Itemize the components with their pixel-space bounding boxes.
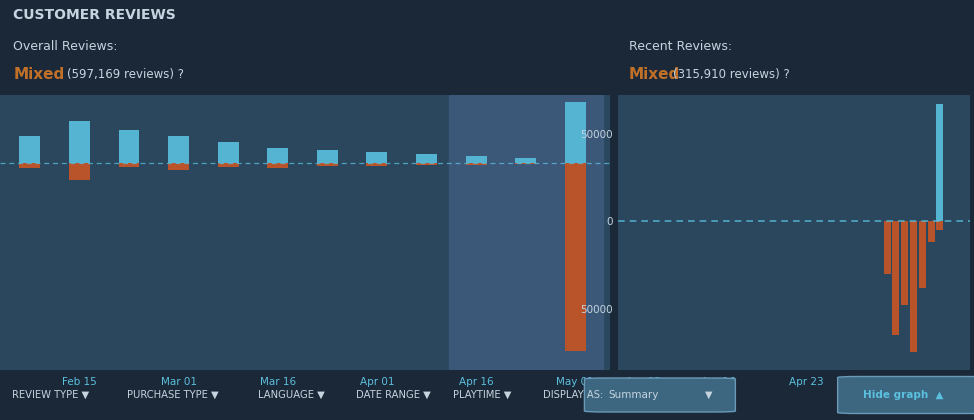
Text: PLAYTIME ▼: PLAYTIME ▼	[453, 390, 511, 400]
Bar	[910, 221, 917, 352]
Text: Hide graph  ▲: Hide graph ▲	[863, 390, 944, 400]
Bar	[901, 221, 908, 305]
Bar	[218, 142, 239, 163]
Bar	[19, 163, 40, 168]
Text: Recent Reviews:: Recent Reviews:	[628, 39, 731, 52]
Text: (597,169 reviews) ?: (597,169 reviews) ?	[67, 68, 184, 81]
Bar	[416, 163, 437, 165]
Bar	[119, 130, 139, 163]
Text: DATE RANGE ▼: DATE RANGE ▼	[356, 390, 431, 400]
Bar	[366, 152, 388, 163]
Bar	[466, 163, 486, 165]
Text: DISPLAY AS:: DISPLAY AS:	[543, 390, 604, 400]
Bar	[267, 163, 288, 168]
Bar	[169, 136, 189, 163]
Bar	[565, 163, 585, 351]
Bar	[416, 154, 437, 163]
Text: CUSTOMER REVIEWS: CUSTOMER REVIEWS	[13, 8, 175, 22]
Text: REVIEW TYPE ▼: REVIEW TYPE ▼	[12, 390, 89, 400]
Text: ▼: ▼	[705, 390, 713, 400]
Bar	[19, 136, 40, 163]
Bar	[894, 221, 898, 230]
Bar	[885, 221, 889, 226]
Bar	[449, 95, 603, 370]
Bar	[119, 163, 139, 167]
Bar	[69, 121, 90, 163]
Bar	[466, 156, 486, 163]
Bar	[69, 163, 90, 180]
Bar	[218, 163, 239, 167]
Bar	[892, 221, 899, 335]
Bar	[515, 163, 536, 164]
Bar	[267, 148, 288, 163]
Text: PURCHASE TYPE ▼: PURCHASE TYPE ▼	[127, 390, 218, 400]
Text: LANGUAGE ▼: LANGUAGE ▼	[258, 390, 325, 400]
Text: (315,910 reviews) ?: (315,910 reviews) ?	[673, 68, 789, 81]
Bar	[317, 150, 338, 163]
Text: Overall Reviews:: Overall Reviews:	[14, 39, 118, 52]
Bar	[366, 163, 388, 165]
FancyBboxPatch shape	[838, 376, 974, 414]
Text: Summary: Summary	[609, 390, 659, 400]
Text: Mixed: Mixed	[14, 67, 64, 82]
Bar	[927, 221, 934, 242]
FancyBboxPatch shape	[584, 378, 735, 412]
Bar	[565, 102, 585, 163]
Bar	[515, 158, 536, 163]
Bar	[918, 221, 925, 288]
Bar	[936, 104, 944, 221]
Bar	[317, 163, 338, 165]
Bar	[883, 221, 890, 274]
Text: Mixed: Mixed	[628, 67, 680, 82]
Bar	[936, 221, 944, 230]
Bar	[169, 163, 189, 171]
